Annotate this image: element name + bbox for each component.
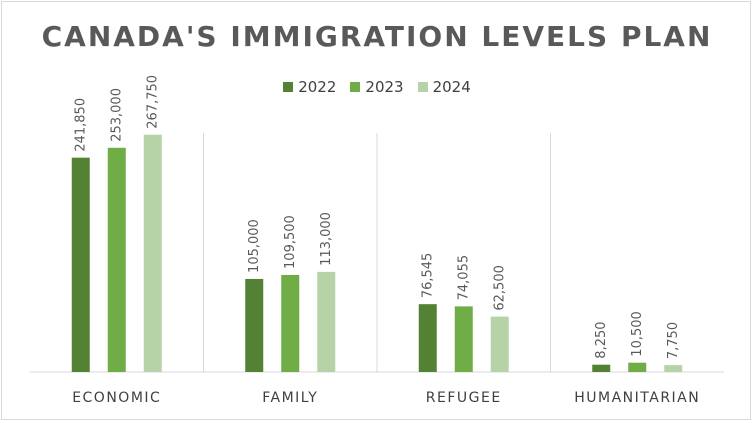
legend-item-2024: 2024	[417, 78, 471, 96]
data-label-humanitarian-2023: 10,500	[630, 311, 645, 357]
bar-economic-2022	[71, 157, 90, 372]
bar-economic-2024	[143, 134, 162, 372]
bar-refugee-2023	[454, 306, 473, 372]
legend-item-2023: 2023	[350, 78, 404, 96]
legend-swatch-2023	[350, 82, 361, 92]
legend-item-2022: 2022	[283, 78, 336, 96]
category-label-family: FAMILY	[262, 390, 318, 406]
legend-label-2022: 2022	[298, 78, 337, 96]
category-label-humanitarian: HUMANITARIAN	[574, 390, 700, 406]
legend-swatch-2024	[417, 82, 428, 92]
bar-family-2024	[317, 271, 336, 372]
legend-swatch-2022	[283, 82, 294, 92]
legend-label-2023: 2023	[365, 78, 404, 96]
bar-humanitarian-2022	[592, 364, 611, 372]
data-label-humanitarian-2024: 7,750	[666, 322, 681, 359]
data-label-humanitarian-2022: 8,250	[594, 321, 609, 358]
data-label-economic-2022: 241,850	[74, 98, 89, 152]
legend-label-2024: 2024	[432, 78, 471, 96]
bar-economic-2023	[107, 147, 126, 372]
bar-family-2022	[245, 278, 264, 372]
bar-refugee-2022	[418, 304, 437, 372]
bar-humanitarian-2023	[628, 362, 647, 372]
data-label-family-2023: 109,500	[283, 215, 298, 269]
bar-humanitarian-2024	[664, 365, 683, 372]
data-label-family-2022: 105,000	[247, 219, 262, 273]
bar-refugee-2024	[490, 316, 509, 372]
data-label-refugee-2024: 62,500	[493, 265, 508, 311]
chart-title: CANADA'S IMMIGRATION LEVELS PLAN	[41, 20, 713, 53]
bar-family-2023	[281, 274, 300, 372]
data-label-refugee-2022: 76,545	[421, 253, 436, 299]
data-label-family-2024: 113,000	[319, 212, 334, 266]
data-label-refugee-2023: 74,055	[457, 255, 472, 301]
category-label-refugee: REFUGEE	[426, 390, 502, 406]
data-label-economic-2024: 267,750	[146, 75, 161, 129]
chart-legend: 2022 2023 2024	[0, 78, 754, 96]
data-label-economic-2023: 253,000	[110, 88, 125, 142]
category-label-economic: ECONOMIC	[72, 390, 161, 406]
